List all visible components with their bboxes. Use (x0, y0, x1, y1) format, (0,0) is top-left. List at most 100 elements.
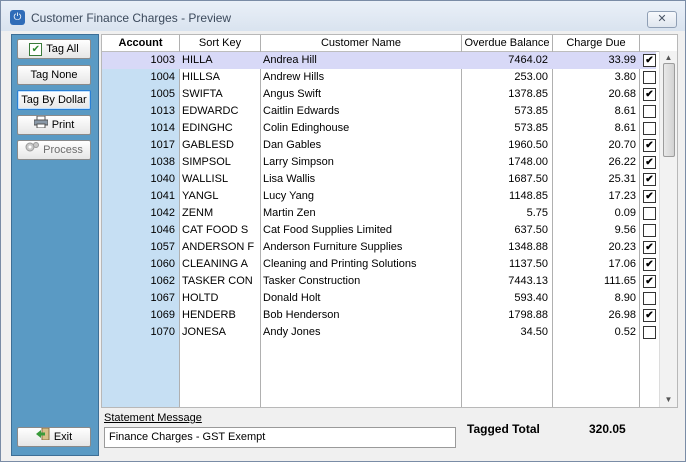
tag-checkbox[interactable]: ✔ (643, 275, 656, 288)
cell-customer-name: Caitlin Edwards (263, 105, 340, 117)
tag-checkbox[interactable] (643, 71, 656, 84)
table-row[interactable]: 1041 YANGL Lucy Yang 1148.85 17.23 ✔ (102, 188, 656, 205)
cell-account: 1046 (150, 224, 175, 236)
tag-checkbox[interactable] (643, 105, 656, 118)
cell-account: 1038 (150, 156, 175, 168)
vertical-scrollbar[interactable]: ▲ ▼ (659, 51, 677, 407)
cell-account: 1003 (150, 54, 175, 66)
printer-icon (33, 115, 49, 134)
cell-customer-name: Larry Simpson (263, 156, 334, 168)
window-title: Customer Finance Charges - Preview (31, 11, 232, 25)
tag-checkbox[interactable]: ✔ (643, 156, 656, 169)
table-row[interactable]: 1067 HOLTD Donald Holt 593.40 8.90 (102, 290, 656, 307)
column-header-charge-due[interactable]: Charge Due (553, 35, 639, 52)
cell-account: 1040 (150, 173, 175, 185)
cell-account: 1004 (150, 71, 175, 83)
cell-customer-name: Andrew Hills (263, 71, 325, 83)
table-row[interactable]: 1013 EDWARDC Caitlin Edwards 573.85 8.61 (102, 103, 656, 120)
cell-sort-key: SIMPSOL (182, 156, 231, 168)
tag-all-button[interactable]: ✔ Tag All (17, 39, 91, 59)
tag-checkbox[interactable] (643, 122, 656, 135)
tag-checkbox[interactable]: ✔ (643, 309, 656, 322)
cell-charge-due: 17.23 (608, 190, 636, 202)
tag-checkbox[interactable] (643, 207, 656, 220)
cell-account: 1042 (150, 207, 175, 219)
cell-customer-name: Martin Zen (263, 207, 316, 219)
table-row[interactable]: 1046 CAT FOOD S Cat Food Supplies Limited 6… (102, 222, 656, 239)
column-header-account[interactable]: Account (102, 35, 179, 52)
cell-customer-name: Donald Holt (263, 292, 321, 304)
scroll-down-icon[interactable]: ▼ (664, 395, 673, 404)
cell-account: 1041 (150, 190, 175, 202)
cell-charge-due: 111.65 (603, 275, 636, 287)
table-row[interactable]: 1057 ANDERSON F Anderson Furniture Supplie… (102, 239, 656, 256)
cell-account: 1017 (150, 139, 175, 151)
column-divider (639, 35, 640, 407)
table-row[interactable]: 1040 WALLISL Lisa Wallis 1687.50 25.31 ✔ (102, 171, 656, 188)
table-row[interactable]: 1004 HILLSA Andrew Hills 253.00 3.80 (102, 69, 656, 86)
tag-checkbox[interactable] (643, 224, 656, 237)
close-button[interactable]: ✕ (647, 11, 677, 28)
table-row[interactable]: 1070 JONESA Andy Jones 34.50 0.52 (102, 324, 656, 341)
table-row[interactable]: 1060 CLEANING A Cleaning and Printing Solu… (102, 256, 656, 273)
cell-charge-due: 25.31 (608, 173, 636, 185)
tag-checkbox[interactable]: ✔ (643, 258, 656, 271)
cell-account: 1062 (150, 275, 175, 287)
cell-account: 1014 (150, 122, 175, 134)
cell-sort-key: YANGL (182, 190, 219, 202)
column-header-overdue-balance[interactable]: Overdue Balance (462, 35, 552, 52)
process-button[interactable]: Process (17, 140, 91, 160)
table-row[interactable]: 1017 GABLESD Dan Gables 1960.50 20.70 ✔ (102, 137, 656, 154)
cell-overdue-balance: 1748.00 (508, 156, 548, 168)
statement-message-field[interactable]: Finance Charges - GST Exempt (104, 427, 456, 448)
table-row[interactable]: 1005 SWIFTA Angus Swift 1378.85 20.68 ✔ (102, 86, 656, 103)
cell-customer-name: Tasker Construction (263, 275, 361, 287)
tag-by-dollar-button[interactable]: Tag By Dollar (17, 90, 91, 110)
cell-sort-key: TASKER CON (182, 275, 253, 287)
scroll-up-icon[interactable]: ▲ (664, 53, 673, 62)
tag-checkbox[interactable]: ✔ (643, 54, 656, 67)
table-row[interactable]: 1003 HILLA Andrea Hill 7464.02 33.99 ✔ (102, 52, 656, 69)
tag-checkbox[interactable]: ✔ (643, 190, 656, 203)
cell-charge-due: 17.06 (608, 258, 636, 270)
scroll-thumb[interactable] (663, 63, 675, 157)
cell-customer-name: Anderson Furniture Supplies (263, 241, 403, 253)
table-row[interactable]: 1038 SIMPSOL Larry Simpson 1748.00 26.22 ✔ (102, 154, 656, 171)
table-row[interactable]: 1069 HENDERB Bob Henderson 1798.88 26.98 ✔ (102, 307, 656, 324)
tag-checkbox[interactable] (643, 326, 656, 339)
column-divider (552, 35, 553, 407)
cell-customer-name: Andrea Hill (263, 54, 317, 66)
tag-checkbox[interactable]: ✔ (643, 241, 656, 254)
cell-charge-due: 8.90 (614, 292, 636, 304)
cell-overdue-balance: 7443.13 (508, 275, 548, 287)
tag-checkbox[interactable]: ✔ (643, 139, 656, 152)
tag-checkbox[interactable]: ✔ (643, 173, 656, 186)
tag-none-button[interactable]: Tag None (17, 65, 91, 85)
cell-charge-due: 0.09 (614, 207, 636, 219)
column-header-sort-key[interactable]: Sort Key (180, 35, 260, 52)
column-header-customer-name[interactable]: Customer Name (261, 35, 461, 52)
cell-customer-name: Colin Edinghouse (263, 122, 350, 134)
tag-checkbox[interactable] (643, 292, 656, 305)
table-row[interactable]: 1042 ZENM Martin Zen 5.75 0.09 (102, 205, 656, 222)
cell-customer-name: Bob Henderson (263, 309, 340, 321)
cell-overdue-balance: 1348.88 (508, 241, 548, 253)
gears-icon (25, 141, 40, 159)
column-divider (179, 35, 180, 407)
tag-checkbox[interactable]: ✔ (643, 88, 656, 101)
tagged-total-label: Tagged Total (467, 422, 540, 436)
cell-account: 1057 (150, 241, 175, 253)
table-row[interactable]: 1014 EDINGHC Colin Edinghouse 573.85 8.61 (102, 120, 656, 137)
cell-sort-key: EDINGHC (182, 122, 233, 134)
print-button[interactable]: Print (17, 115, 91, 135)
table-row[interactable]: 1062 TASKER CON Tasker Construction 7443.13… (102, 273, 656, 290)
cell-charge-due: 26.22 (608, 156, 636, 168)
power-icon: ⏻ (10, 10, 25, 25)
exit-button[interactable]: Exit (17, 427, 91, 447)
cell-sort-key: HENDERB (182, 309, 236, 321)
cell-account: 1070 (150, 326, 175, 338)
cell-overdue-balance: 5.75 (526, 207, 548, 219)
cell-charge-due: 8.61 (614, 122, 636, 134)
checkbox-icon: ✔ (29, 42, 43, 56)
